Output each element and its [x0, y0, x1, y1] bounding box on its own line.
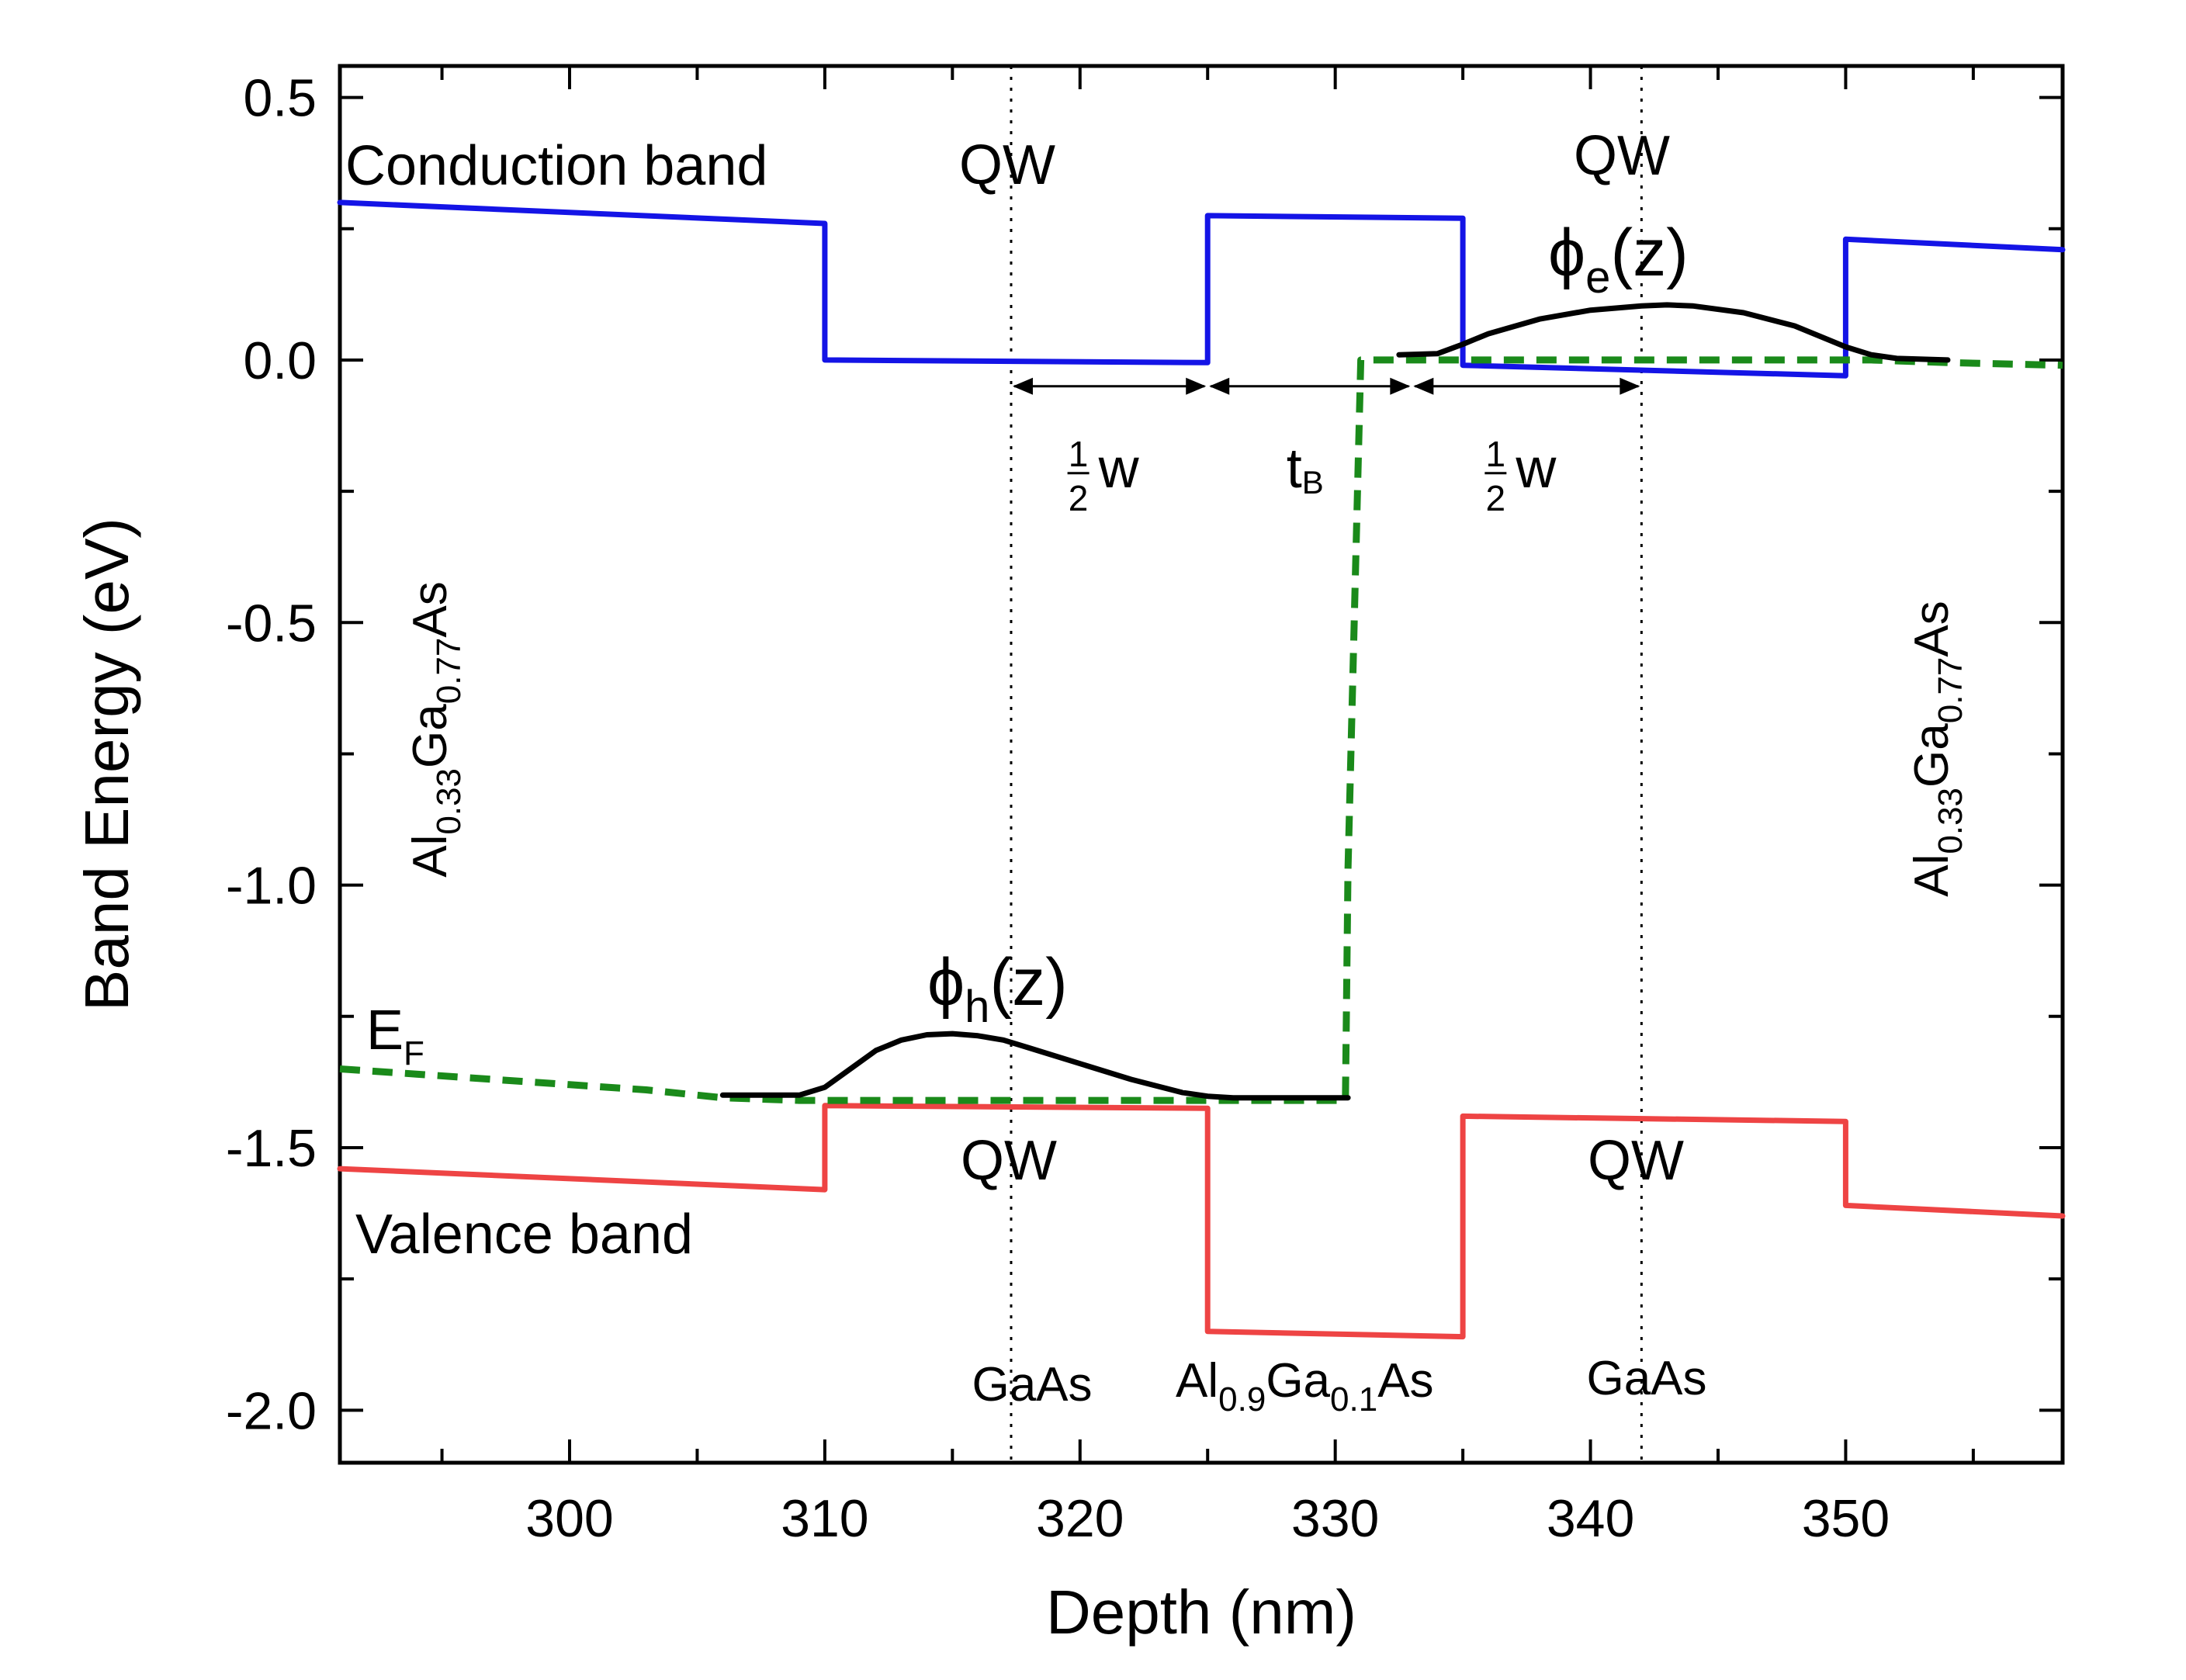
tb-main: t	[1287, 438, 1302, 500]
hole-wavefunction-line	[719, 1031, 1351, 1101]
quantum-well-center-lines	[1010, 66, 1643, 1463]
x-tick-label: 300	[525, 1489, 613, 1548]
x-axis-ticks: 300 310 320 330 340 350	[440, 66, 1975, 1548]
band-series	[337, 199, 2066, 1340]
dimension-label-tb: tB	[1287, 438, 1324, 501]
alloy-left-al: Al	[404, 835, 457, 878]
y-axis-ticks: 0.5 0.0 -0.5 -1.0 -1.5 -2.0	[226, 69, 2063, 1440]
fermi-main: E	[366, 999, 404, 1062]
conduction-band-label: Conduction band	[345, 135, 767, 197]
x-axis-title: Depth (nm)	[1046, 1578, 1356, 1647]
x-tick-label: 350	[1802, 1489, 1890, 1548]
fraction-numerator: 1	[1486, 434, 1506, 474]
qw-label-bottom-left: QW	[961, 1130, 1057, 1192]
phi-h-arg: (z)	[989, 945, 1067, 1020]
y-tick-label: -0.5	[226, 594, 317, 653]
fraction-numerator: 1	[1069, 434, 1089, 474]
x-tick-label: 330	[1291, 1489, 1379, 1548]
phi-h-label: ϕh(z)	[927, 945, 1068, 1032]
phi-h-symbol: ϕ	[927, 945, 965, 1020]
dimension-arrowhead-right	[1186, 377, 1207, 395]
fermi-sub: F	[404, 1034, 424, 1072]
dimension-arrowhead-left	[1209, 377, 1230, 395]
y-tick-label: -1.5	[226, 1119, 317, 1178]
barrier-ga-sub: 0.1	[1330, 1380, 1377, 1418]
alloy-label-right: Al0.33Ga0.77As	[1905, 601, 1969, 897]
barrier-al-sub: 0.9	[1218, 1380, 1266, 1418]
x-tick-label: 320	[1036, 1489, 1124, 1548]
electron-wavefunction-line	[1396, 302, 1951, 363]
x-tick-label: 340	[1547, 1489, 1634, 1548]
dimension-arrowhead-right	[1620, 377, 1640, 395]
y-tick-label: -2.0	[226, 1381, 317, 1440]
conduction-band-line	[337, 199, 2066, 379]
gaas-label-right: GaAs	[1586, 1352, 1706, 1405]
valence-band-line	[337, 1103, 2066, 1340]
phi-h-sub: h	[965, 982, 989, 1032]
y-tick-label: -1.0	[226, 857, 317, 916]
dimension-arrowhead-left	[1413, 377, 1434, 395]
tb-sub: B	[1302, 464, 1324, 501]
qw-label-top-left: QW	[959, 134, 1055, 196]
valence-band-label: Valence band	[355, 1204, 693, 1266]
alloy-left-ga-sub: 0.77	[430, 638, 468, 705]
dimension-arrowhead-left	[1012, 377, 1033, 395]
alloy-right-as: As	[1905, 601, 1959, 656]
dimension-label-w: w	[1515, 438, 1557, 500]
fermi-level-label: EF	[366, 999, 424, 1072]
dimension-arrowhead-right	[1390, 377, 1411, 395]
alloy-right-al-sub: 0.33	[1931, 788, 1969, 854]
alloy-right-ga-sub: 0.77	[1931, 657, 1969, 724]
y-axis-title: Band Energy (eV)	[72, 518, 141, 1011]
phi-e-arg: (z)	[1610, 216, 1688, 290]
gaas-label-left: GaAs	[972, 1358, 1092, 1412]
fermi-level-line	[339, 356, 2063, 1104]
fraction-denominator: 2	[1486, 478, 1506, 518]
alloy-left-al-sub: 0.33	[430, 768, 468, 835]
alloy-right-al: Al	[1905, 854, 1959, 897]
phi-e-symbol: ϕ	[1548, 216, 1585, 290]
phi-e-label: ϕe(z)	[1548, 216, 1689, 303]
barrier-al: Al	[1176, 1354, 1218, 1408]
qw-label-bottom-right: QW	[1588, 1130, 1684, 1192]
dimension-label-w: w	[1098, 438, 1140, 500]
x-tick-label: 310	[781, 1489, 868, 1548]
qw-label-top-right: QW	[1574, 125, 1670, 187]
alloy-label-left: Al0.33Ga0.77As	[404, 581, 468, 878]
alloy-left-as: As	[404, 581, 457, 637]
alloy-left-ga: Ga	[404, 704, 457, 768]
barrier-material-label: Al0.9Ga0.1As	[1176, 1354, 1434, 1418]
y-tick-label: 0.0	[243, 331, 317, 390]
fraction-denominator: 2	[1069, 478, 1089, 518]
barrier-ga: Ga	[1266, 1354, 1330, 1408]
plot-frame	[338, 64, 2065, 1465]
phi-e-sub: e	[1585, 252, 1610, 303]
y-tick-label: 0.5	[243, 69, 317, 128]
barrier-as: As	[1377, 1354, 1433, 1408]
alloy-right-ga: Ga	[1905, 723, 1959, 788]
